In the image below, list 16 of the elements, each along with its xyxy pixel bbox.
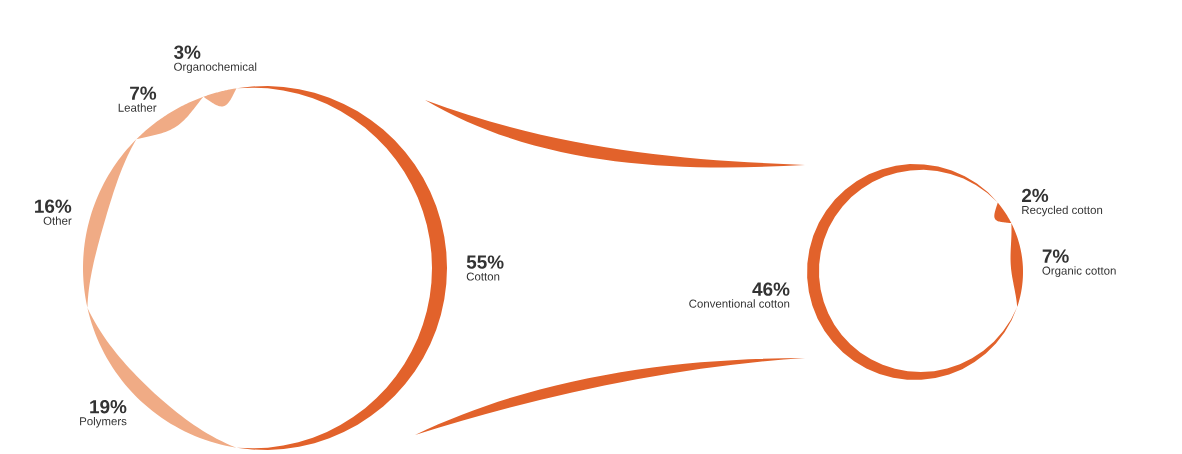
data-label: 16% [35, 199, 72, 213]
slice-label: Cotton [466, 272, 500, 281]
data-label: 55% [466, 255, 504, 269]
slice-label: Conventional cotton [689, 299, 790, 308]
data-label: 7% [1042, 249, 1069, 263]
slice-label: Organochemical [174, 62, 257, 74]
slice-label: Polymers [80, 416, 127, 428]
data-label: 3% [173, 45, 201, 59]
data-label: 46% [752, 282, 790, 296]
data-label: 7% [130, 86, 157, 100]
slice-label: Leather [118, 103, 157, 112]
slice-label: Recycled cotton [1022, 205, 1103, 217]
slice-label: Organic cotton [1042, 266, 1116, 277]
data-label: 19% [90, 400, 127, 414]
slice-label: Other [43, 216, 72, 225]
data-label: 2% [1021, 188, 1049, 203]
